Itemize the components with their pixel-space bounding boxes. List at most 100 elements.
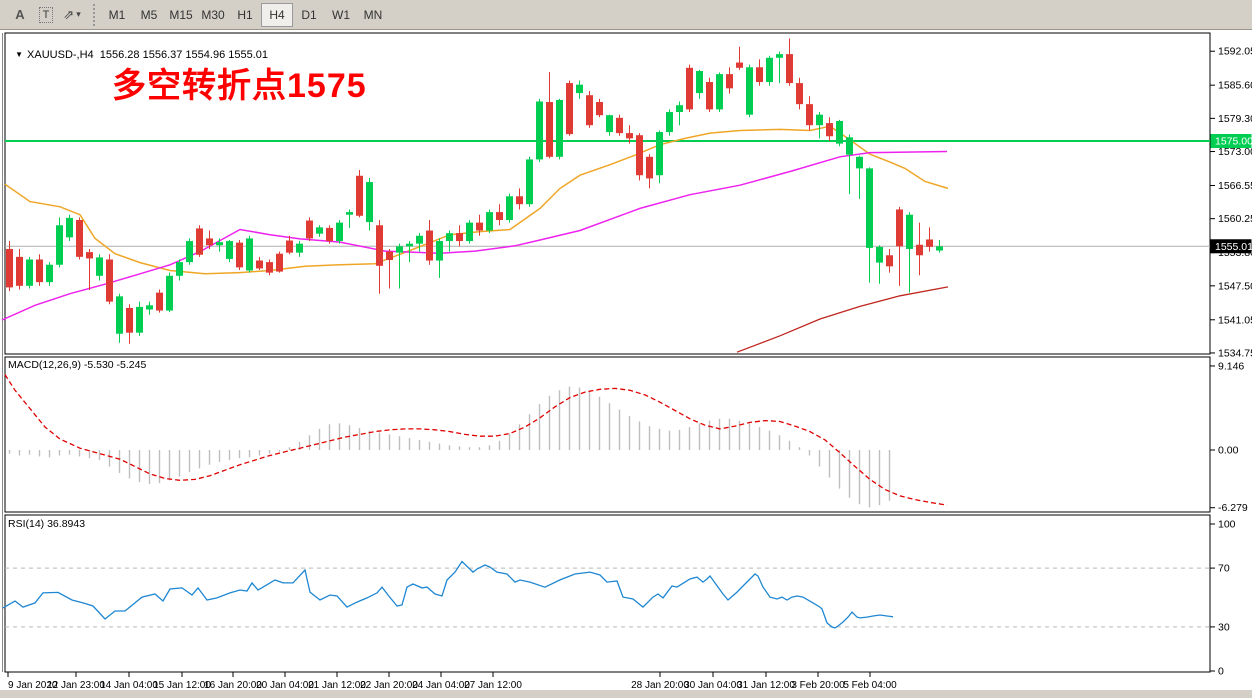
candle-body: [756, 67, 763, 83]
candle-body: [206, 238, 213, 246]
candle: [516, 188, 523, 210]
timeframe-button-m15[interactable]: M15: [169, 7, 193, 22]
candle: [66, 214, 73, 242]
candle: [496, 204, 503, 226]
candle: [296, 241, 303, 257]
candle: [586, 90, 593, 128]
candle: [636, 133, 643, 181]
candle: [606, 114, 613, 136]
candle-body: [236, 242, 243, 268]
level-price-badge: [1210, 134, 1252, 148]
candle: [216, 238, 223, 252]
timeframe-button-m1[interactable]: M1: [108, 7, 126, 22]
timeframe-button-mn[interactable]: MN: [363, 7, 383, 22]
candle-body: [906, 214, 913, 249]
timeframe-button-h4[interactable]: H4: [261, 2, 293, 27]
candle-body: [836, 120, 843, 144]
candle: [546, 72, 553, 159]
candle: [106, 254, 113, 305]
text-tool-button[interactable]: T: [34, 4, 58, 26]
timeframe-button-w1[interactable]: W1: [332, 7, 350, 22]
rsi-tick-label: 30: [1218, 621, 1230, 633]
candle: [146, 301, 153, 315]
candle-body: [806, 104, 813, 126]
candle: [776, 51, 783, 84]
candle-body: [456, 233, 463, 242]
candle: [716, 72, 723, 113]
price-tick-label: 1585.60: [1218, 80, 1252, 92]
candle: [196, 225, 203, 257]
rsi-indicator-label: RSI(14) 36.8943: [8, 518, 86, 530]
candle: [616, 114, 623, 136]
arrow-objects-tool-button[interactable]: ⇗ ▾: [60, 4, 84, 26]
candle: [256, 256, 263, 271]
price-tick-label: 1541.05: [1218, 314, 1252, 326]
level-price-badge-text: 1575.00: [1215, 136, 1252, 148]
macd-panel-series: [4, 374, 948, 508]
chart-annotation-text: 多空转折点1575: [112, 67, 367, 105]
ma-long-darkred-line: [736, 286, 949, 353]
candle: [656, 130, 663, 184]
price-tick-label: 1573.00: [1218, 146, 1252, 158]
macd-tick-label: 0.00: [1218, 445, 1239, 457]
timeframe-button-m5[interactable]: M5: [140, 7, 158, 22]
rsi-tick-label: 70: [1218, 563, 1230, 575]
price-axis[interactable]: 1592.05 1585.60 1579.30 1573.00 1566.55 1560.…: [1210, 46, 1252, 678]
candle-body: [746, 67, 753, 115]
candle: [596, 98, 603, 118]
candle: [186, 238, 193, 265]
candle-body: [536, 101, 543, 160]
candle-body: [576, 84, 583, 94]
candle: [246, 235, 253, 273]
time-tick-label: 27 Jan 12:00: [464, 680, 522, 691]
rsi-tick-label: 100: [1218, 519, 1236, 531]
rsi-panel[interactable]: [4, 514, 1211, 673]
candle-body: [766, 57, 773, 83]
collapse-arrow-icon[interactable]: ▼: [15, 50, 24, 59]
candle: [916, 222, 923, 276]
candle-body: [896, 209, 903, 247]
candle-body: [276, 253, 283, 272]
candle-body: [136, 306, 143, 333]
text-label-tool-button[interactable]: A: [8, 4, 32, 26]
candle: [436, 238, 443, 278]
candle-body: [556, 99, 563, 157]
candle: [426, 219, 433, 265]
candle: [806, 96, 813, 131]
candle: [836, 119, 843, 147]
candle-body: [886, 255, 893, 267]
candle-body: [356, 175, 363, 216]
candle: [536, 98, 543, 163]
candle-body: [226, 241, 233, 259]
candle-body: [546, 102, 553, 157]
main-panel[interactable]: [4, 32, 1211, 355]
candle-body: [196, 228, 203, 255]
candle-body: [646, 156, 653, 179]
macd-tick-label: 9.146: [1218, 360, 1244, 372]
macd-indicator-label: MACD(12,26,9) -5.530 -5.245: [8, 359, 147, 371]
time-tick-label: 16 Jan 20:00: [204, 680, 262, 691]
timeframe-button-m30[interactable]: M30: [201, 7, 225, 22]
candle-body: [626, 133, 633, 139]
candle-body: [146, 305, 153, 310]
candle-body: [256, 260, 263, 269]
timeframe-button-d1[interactable]: D1: [301, 7, 317, 22]
candle-body: [916, 244, 923, 256]
time-tick-label: 30 Jan 04:00: [684, 680, 742, 691]
candle: [76, 217, 83, 260]
candle: [316, 225, 323, 237]
candle-body: [926, 239, 933, 247]
candle-body: [326, 227, 333, 242]
rsi-panel-series: [2, 560, 1210, 629]
macd-signal-line: [4, 374, 948, 506]
timeframe-button-h1[interactable]: H1: [237, 7, 253, 22]
candle: [786, 38, 793, 86]
candle-body: [736, 62, 743, 68]
candle-body: [26, 259, 33, 286]
candle-body: [466, 222, 473, 242]
candle-body: [386, 251, 393, 261]
candle-body: [846, 137, 853, 155]
macd-panel[interactable]: [4, 356, 1211, 513]
